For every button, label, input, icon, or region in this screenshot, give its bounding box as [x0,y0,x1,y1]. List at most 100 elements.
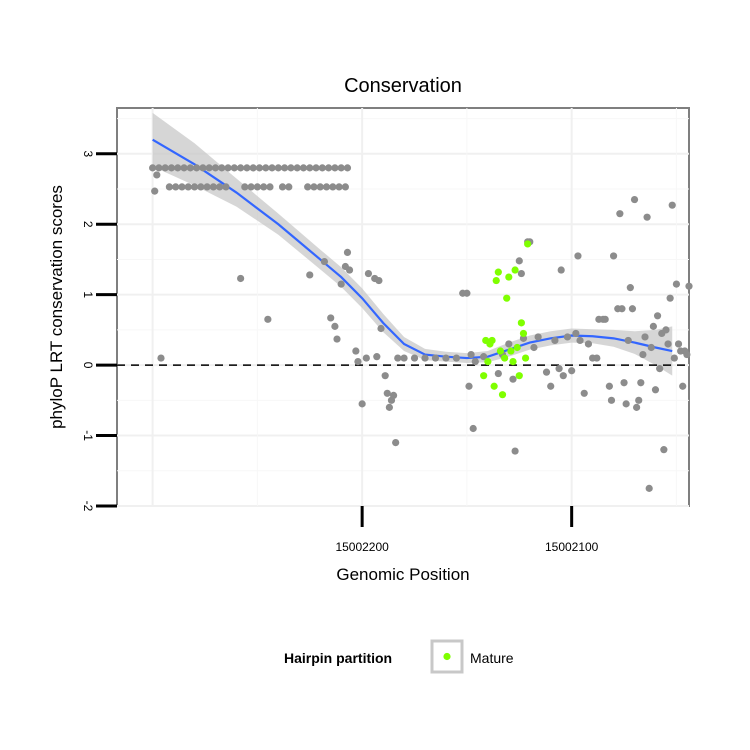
data-point-other [551,336,559,345]
data-point-other [184,183,192,191]
data-point-other [165,183,173,191]
data-point-other [161,164,169,172]
data-point-other [151,187,159,195]
data-point-other [568,367,576,375]
x-axis: 15002200 15002100 [335,506,599,554]
data-point-other [601,315,609,323]
data-point-other [505,340,513,348]
data-point-other [293,164,301,172]
data-point-other [517,269,525,278]
data-point-other [626,284,634,292]
data-point-mature [498,391,507,399]
data-point-mature [490,382,498,390]
data-point-other [337,280,345,288]
data-point-other [389,391,398,400]
data-point-other [285,183,293,191]
data-point-other [268,164,276,172]
data-point-other [557,266,565,274]
y-tick-label: -1 [81,430,95,441]
data-point-other [637,379,645,387]
data-point-other [576,336,584,345]
data-point-other [362,354,370,362]
data-point-other [247,183,255,191]
data-point-other [178,183,186,191]
data-point-other [672,280,681,288]
data-point-other [222,183,230,191]
data-point-other [203,183,211,191]
data-point-other [149,164,157,172]
legend: Hairpin partition Mature [284,639,514,674]
data-point-other [593,354,601,362]
data-point-other [394,354,402,362]
data-point-other [193,164,201,172]
data-point-other [471,357,479,366]
data-point-other [174,164,182,172]
data-point-other [465,382,473,390]
data-point-other [664,340,672,348]
data-point-other [262,164,270,172]
data-point-other [679,382,687,390]
data-point-other [584,340,593,348]
data-point-other [643,213,651,221]
data-point-other [327,314,335,322]
data-point-other [494,369,502,378]
data-point-other [316,183,324,191]
data-point-other [410,354,419,362]
data-point-other [333,335,341,343]
data-point-other [647,343,655,352]
data-point-other [645,484,653,492]
y-axis-title: phyloP LRT conservation scores [47,185,66,429]
data-point-other [306,164,314,172]
data-point-other [337,164,345,172]
data-point-other [230,164,238,172]
data-point-other [616,210,624,218]
data-point-other [463,289,471,297]
data-point-other [635,396,643,404]
data-point-other [377,324,385,333]
data-point-mature [486,340,494,348]
data-point-other [199,164,207,172]
data-point-other [331,164,339,172]
data-point-other [641,333,649,341]
data-point-other [243,164,251,172]
data-point-other [381,372,389,380]
data-point-other [400,354,408,362]
data-point-other [511,447,519,455]
data-point-other [190,183,199,191]
data-point-other [373,353,381,361]
data-point-other [211,164,220,172]
data-point-other [559,372,567,380]
data-point-other [480,353,488,361]
data-point-other [547,382,555,390]
y-tick-label: 2 [81,221,95,228]
data-point-other [320,257,329,266]
legend-key-mature [430,639,464,674]
data-point-other [322,183,331,191]
data-point-other [452,354,461,362]
data-point-other [392,439,400,447]
data-point-other [304,183,312,191]
data-point-other [542,368,551,376]
data-point-other [237,164,245,172]
data-point-other [660,446,668,454]
data-point-other [343,248,352,257]
data-point-other [205,164,213,172]
data-point-mature [521,354,530,362]
data-point-mature [517,319,525,327]
data-point-mature [511,266,519,274]
data-point-mature [494,268,502,276]
data-point-other [649,322,657,330]
y-tick-label: -2 [81,501,95,512]
y-axis: -2 -1 0 1 2 3 [81,150,117,512]
data-point-mature [524,240,532,248]
data-point-mature [503,294,511,302]
data-point-other [197,183,205,191]
data-point-other [312,164,320,172]
data-point-other [310,183,318,191]
data-point-other [260,183,268,191]
data-point-other [331,322,339,330]
data-point-other [237,274,245,283]
data-point-other [354,357,362,366]
data-point-other [469,424,477,433]
